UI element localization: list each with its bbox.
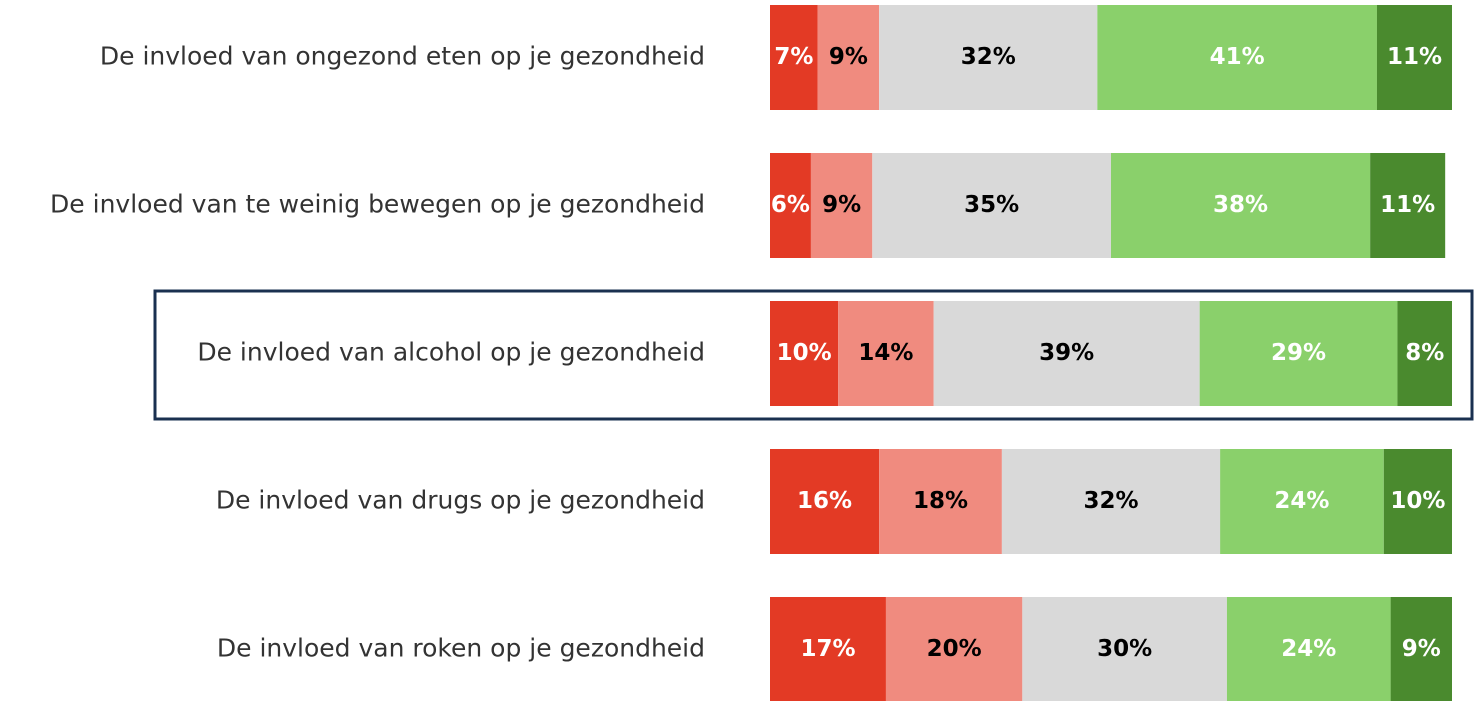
category-label: De invloed van te weinig bewegen op je g… [50,190,705,219]
bar-segment [1397,301,1452,406]
value-label: 10% [777,340,832,366]
bar-segment [770,449,880,554]
value-label: 32% [961,44,1016,70]
bar-segment [770,5,818,110]
bar-segment [879,449,1002,554]
value-label: 9% [1402,636,1441,662]
bar-segment [885,597,1023,701]
category-label: De invloed van alcohol op je gezondheid [197,338,705,367]
value-label: 18% [913,488,968,514]
bar-segment [1001,449,1221,554]
value-label: 29% [1271,340,1326,366]
bar-segment [810,153,873,258]
bar-segment [1022,597,1227,701]
value-label: 24% [1281,636,1336,662]
value-label: 7% [774,44,813,70]
value-label: 17% [800,636,855,662]
value-label: 9% [829,44,868,70]
value-label: 14% [858,340,913,366]
bar-segment [1199,301,1398,406]
bar-segment [879,5,1098,110]
bar-segment [1376,5,1452,110]
value-label: 41% [1210,44,1265,70]
bar-segment [817,5,880,110]
category-label: De invloed van ongezond eten op je gezon… [100,42,705,71]
bar-segment [933,301,1200,406]
category-label: De invloed van roken op je gezondheid [217,634,705,663]
bar-segment [1370,153,1446,258]
value-label: 32% [1083,488,1138,514]
bar-segment [1097,5,1377,110]
value-label: 39% [1039,340,1094,366]
bar-segment [770,597,886,701]
value-label: 9% [822,192,861,218]
value-label: 35% [964,192,1019,218]
value-label: 24% [1274,488,1329,514]
highlight-box [153,289,1474,421]
value-label: 16% [797,488,852,514]
bar-segment [1220,449,1384,554]
bar-segment [1111,153,1371,258]
value-label: 38% [1213,192,1268,218]
value-label: 6% [771,192,810,218]
bar-segment [872,153,1111,258]
value-label: 11% [1380,192,1435,218]
value-label: 20% [927,636,982,662]
category-label: De invloed van drugs op je gezondheid [216,486,705,515]
bar-segment [1383,449,1452,554]
bar-segment [1390,597,1452,701]
value-label: 8% [1405,340,1444,366]
bar-segment [770,301,839,406]
value-label: 11% [1387,44,1442,70]
value-label: 30% [1097,636,1152,662]
value-label: 10% [1390,488,1445,514]
bar-segment [770,153,811,258]
bar-segment [838,301,934,406]
bar-segment [1226,597,1391,701]
